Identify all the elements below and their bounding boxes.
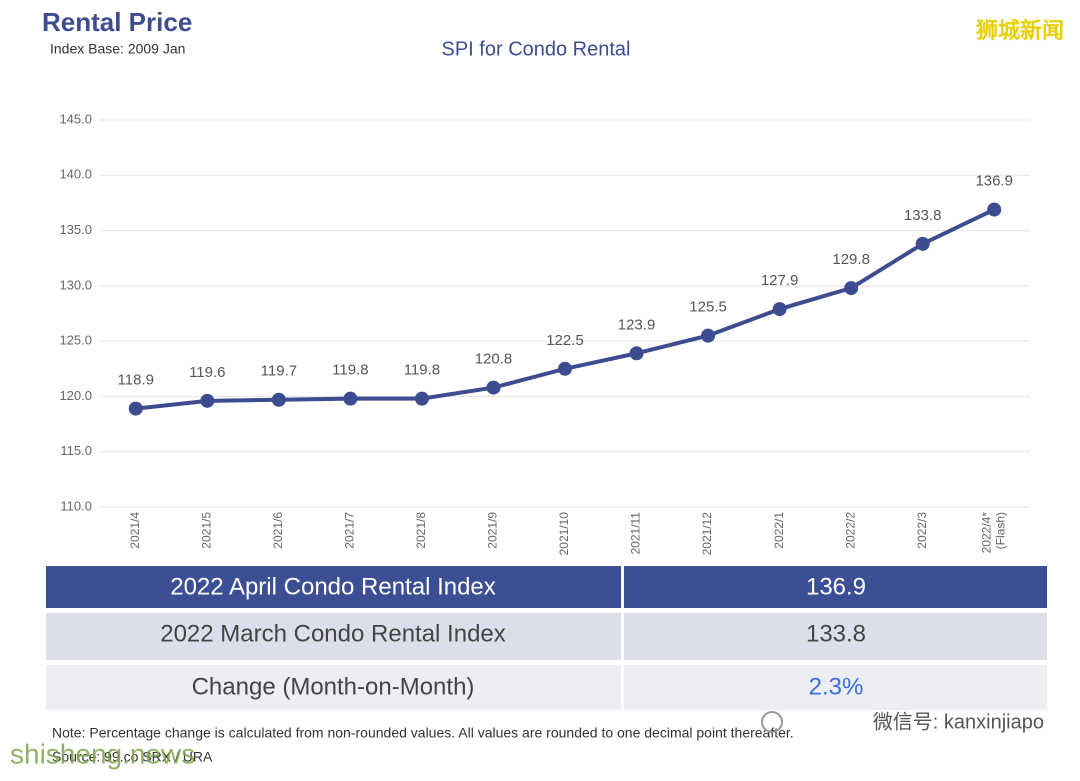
table: 2022 April Condo Rental Index 136.9 2022… [46,566,1047,710]
row-bg [46,613,621,660]
row-bg [624,613,1047,660]
x-tick-label: 2021/11 [629,512,643,555]
x-tick-label: 2022/4* [979,512,993,554]
x-tick-label: 2022/3 [915,512,929,549]
x-tick-label: 2021/9 [486,512,500,549]
point [414,391,429,406]
watermark-site: shisheng.news [10,738,195,769]
y-tick-label: 125.0 [59,333,92,348]
y-tick-label: 140.0 [59,167,92,182]
x-tick-label: 2021/6 [271,512,285,549]
point [844,281,859,296]
table-cell: 2022 March Condo Rental Index [160,620,506,647]
point [128,401,143,416]
data-label: 122.5 [546,332,584,349]
y-tick-label: 130.0 [59,277,92,292]
watermark-wechat: 微信号: kanxinjiapo [873,710,1044,733]
point [772,302,787,317]
x-tick-label: 2021/8 [414,512,428,549]
data-label: 119.6 [189,364,225,381]
data-label: 127.9 [761,272,799,289]
data-label: 136.9 [975,173,1013,190]
point [987,202,1002,217]
data-label: 123.9 [618,316,656,333]
table-cell: 2022 April Condo Rental Index [170,573,496,600]
watermark-top: 狮城新闻 [976,18,1064,43]
x-tick-label: 2022/1 [772,512,786,549]
chart-title: SPI for Condo Rental [442,38,631,60]
table-cell: 133.8 [806,620,866,647]
y-tick-label: 115.0 [60,443,92,458]
x-tick-label: 2022/2 [843,512,857,549]
wechat-icon [761,711,783,733]
point [915,236,930,251]
x-tick-note: (Flash) [993,512,1007,549]
y-tick-label: 120.0 [59,388,92,403]
y-tick-label: 135.0 [59,222,92,237]
table-cell: 2.3% [809,673,864,700]
point [200,393,215,408]
point [701,328,716,343]
x-tick-label: 2021/5 [199,512,213,549]
point [629,346,644,361]
footer-source: Source: 99.co SRX / URA [52,749,213,765]
row-bg [624,566,1047,608]
data-label: 119.8 [404,362,440,379]
data-label: 129.8 [832,251,870,268]
point [558,361,572,376]
data-label: 119.8 [332,362,368,379]
x-tick-label: 2021/4 [128,512,142,549]
y-tick-label: 110.0 [60,498,92,513]
x-tick-label: 2021/12 [700,512,714,556]
row-bg [46,566,621,608]
header-title: Rental Price [42,7,192,37]
point [271,392,286,407]
x-tick-label: 2021/10 [557,512,571,556]
row-bg [46,665,621,710]
y-tick-label: 145.0 [59,111,92,126]
data-label: 120.8 [475,351,513,368]
table-cell: Change (Month-on-Month) [192,673,475,700]
data-label: 119.7 [261,363,297,380]
x-tick-label: 2021/7 [343,512,357,549]
point [343,391,358,406]
footer-note: Note: Percentage change is calculated fr… [52,725,794,741]
header-subtitle: Index Base: 2009 Jan [50,41,185,57]
data-label: 133.8 [904,207,942,224]
point [486,380,501,395]
data-label: 118.9 [118,372,154,389]
data-label: 125.5 [689,299,727,316]
row-bg [624,665,1047,710]
table-cell: 136.9 [806,573,866,600]
